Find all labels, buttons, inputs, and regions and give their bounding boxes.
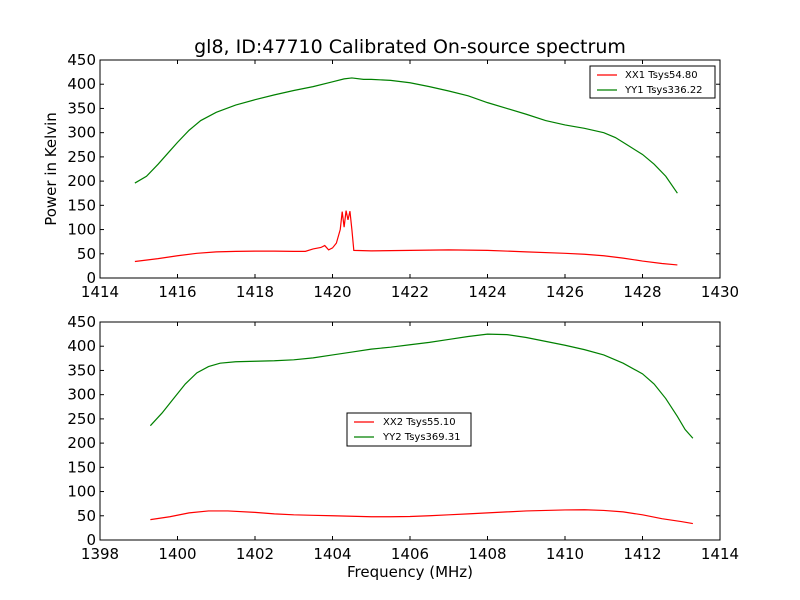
top-y-tick-label: 50 <box>77 245 96 263</box>
top-y-tick-label: 400 <box>67 75 96 93</box>
top-y-tick-label: 200 <box>67 172 96 190</box>
bottom-series-line-1 <box>150 509 693 525</box>
bottom-y-tick-label: 200 <box>67 434 96 452</box>
top-y-tick-label: 300 <box>67 124 96 142</box>
top-y-tick-label: 0 <box>86 269 96 287</box>
top-x-tick-label: 1426 <box>546 283 584 301</box>
top-legend-label-yy1: YY1 Tsys336.22 <box>624 85 703 96</box>
bottom-legend-label-xx2: XX2 Tsys55.10 <box>383 417 456 428</box>
top-legend-box <box>589 65 716 99</box>
top-series-line-2 <box>134 77 678 194</box>
top-y-tick-label: 450 <box>67 51 96 69</box>
top-x-tick-label: 1416 <box>158 283 196 301</box>
top-x-tick-label: 1422 <box>391 283 429 301</box>
top-x-tick-label: 1418 <box>236 283 274 301</box>
bottom-x-tick-label: 1410 <box>546 545 584 563</box>
bottom-x-tick-label: 1402 <box>236 545 274 563</box>
bottom-plot-ticks: 1398 1400 1402 1404 1406 1408 1410 1412 1414 0 50 1… <box>67 313 739 563</box>
bottom-y-tick-label: 50 <box>77 507 96 525</box>
top-y-tick-label: 150 <box>67 196 96 214</box>
bottom-x-axis-label: Frequency (MHz) <box>347 563 473 581</box>
bottom-x-tick-label: 1412 <box>623 545 661 563</box>
bottom-y-tick-label: 100 <box>67 483 96 501</box>
chart-title: gl8, ID:47710 Calibrated On-source spect… <box>194 36 626 58</box>
bottom-y-tick-label: 300 <box>67 386 96 404</box>
top-legend-label-xx1: XX1 Tsys54.80 <box>625 70 698 81</box>
top-plot-marks <box>134 77 678 266</box>
top-series-line-1 <box>134 210 678 266</box>
top-x-tick-label: 1414 <box>81 283 119 301</box>
bottom-x-tick-label: 1404 <box>313 545 351 563</box>
bottom-legend-box <box>346 412 472 447</box>
bottom-y-tick-label: 450 <box>67 313 96 331</box>
bottom-y-tick-label: 0 <box>86 531 96 549</box>
bottom-x-tick-label: 1414 <box>701 545 739 563</box>
top-x-tick-label: 1428 <box>623 283 661 301</box>
bottom-x-tick-label: 1406 <box>391 545 429 563</box>
top-x-tick-label: 1420 <box>313 283 351 301</box>
bottom-series-line-2 <box>149 333 694 439</box>
bottom-y-tick-label: 400 <box>67 337 96 355</box>
bottom-x-tick-label: 1398 <box>81 545 119 563</box>
top-y-tick-label: 350 <box>67 99 96 117</box>
top-plot: 1414 1416 1418 1420 1422 1424 1426 1428 1430 0 50 1… <box>42 51 739 301</box>
top-y-tick-label: 250 <box>67 148 96 166</box>
top-y-tick-label: 100 <box>67 221 96 239</box>
top-legend: XX1 Tsys54.80 YY1 Tsys336.22 <box>589 65 716 99</box>
top-x-tick-label: 1430 <box>701 283 739 301</box>
bottom-y-tick-label: 250 <box>67 410 96 428</box>
top-x-tick-label: 1424 <box>468 283 506 301</box>
bottom-y-tick-label: 150 <box>67 458 96 476</box>
top-plot-ticks: 1414 1416 1418 1420 1422 1424 1426 1428 1430 0 50 1… <box>67 51 739 301</box>
bottom-y-tick-label: 350 <box>67 361 96 379</box>
bottom-plot-marks <box>149 333 694 525</box>
bottom-legend-label-yy2: YY2 Tsys369.31 <box>382 432 461 443</box>
bottom-plot: 1398 1400 1402 1404 1406 1408 1410 1412 1414 0 50 1… <box>67 313 739 581</box>
bottom-legend: XX2 Tsys55.10 YY2 Tsys369.31 <box>346 412 472 447</box>
bottom-x-tick-label: 1408 <box>468 545 506 563</box>
top-y-axis-label: Power in Kelvin <box>42 112 60 226</box>
bottom-x-tick-label: 1400 <box>158 545 196 563</box>
